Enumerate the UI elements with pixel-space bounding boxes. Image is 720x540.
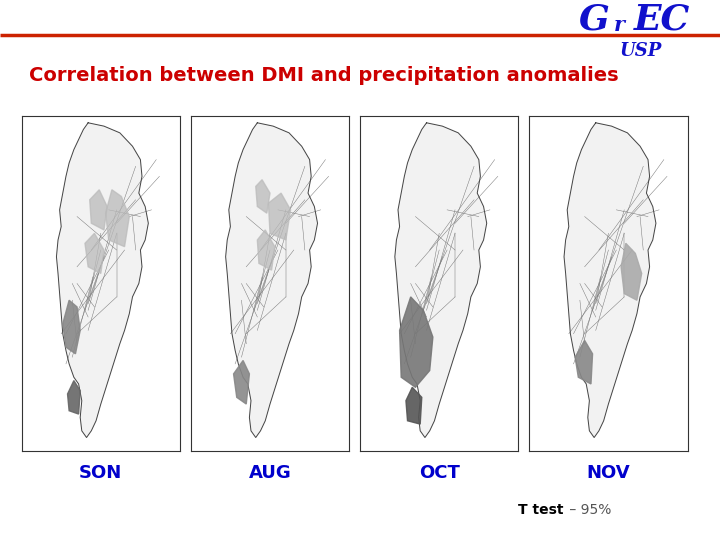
Polygon shape [621, 244, 642, 300]
Text: AUG: AUG [248, 463, 292, 482]
Text: Correlation between DMI and precipitation anomalies: Correlation between DMI and precipitatio… [29, 66, 618, 85]
Polygon shape [395, 123, 487, 437]
Polygon shape [406, 387, 422, 424]
Polygon shape [575, 340, 593, 384]
Text: OCT: OCT [419, 463, 459, 482]
Polygon shape [63, 300, 80, 354]
Polygon shape [90, 190, 107, 230]
Polygon shape [106, 190, 130, 247]
Text: – 95%: – 95% [565, 503, 611, 517]
Polygon shape [400, 297, 433, 387]
Polygon shape [225, 123, 318, 437]
Polygon shape [56, 123, 148, 437]
Polygon shape [233, 361, 249, 404]
Polygon shape [256, 180, 270, 213]
Text: EC: EC [634, 2, 690, 36]
Polygon shape [564, 123, 656, 437]
Polygon shape [269, 193, 291, 240]
Text: r: r [614, 15, 625, 35]
Text: SON: SON [79, 463, 122, 482]
Text: NOV: NOV [587, 463, 630, 482]
Polygon shape [85, 233, 104, 273]
Text: USP: USP [620, 43, 662, 60]
Polygon shape [257, 230, 275, 270]
Polygon shape [68, 381, 80, 414]
Text: G: G [579, 2, 610, 36]
Text: T test: T test [518, 503, 564, 517]
